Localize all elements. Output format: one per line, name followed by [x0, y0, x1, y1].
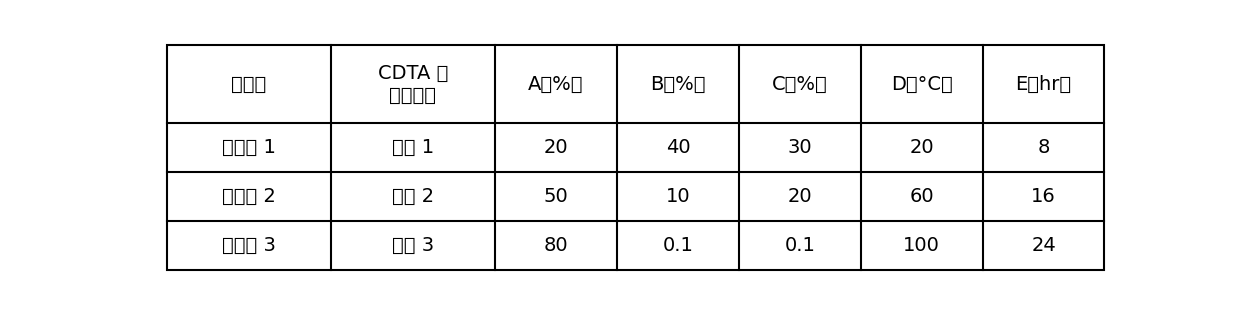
Text: 40: 40 — [666, 138, 691, 157]
Text: A（%）: A（%） — [528, 75, 584, 94]
Text: 实施例 2: 实施例 2 — [222, 187, 275, 206]
Text: 20: 20 — [543, 138, 568, 157]
Text: 10: 10 — [666, 187, 691, 206]
Text: 厂商 1: 厂商 1 — [392, 138, 434, 157]
Text: 50: 50 — [543, 187, 568, 206]
Text: 24: 24 — [1032, 236, 1056, 255]
Text: 0.1: 0.1 — [785, 236, 815, 255]
Text: C（%）: C（%） — [771, 75, 827, 94]
Text: 厂商 2: 厂商 2 — [392, 187, 434, 206]
Text: 60: 60 — [909, 187, 934, 206]
Text: 16: 16 — [1032, 187, 1056, 206]
Text: 厂商 3: 厂商 3 — [392, 236, 434, 255]
Text: B（%）: B（%） — [650, 75, 706, 94]
Text: 20: 20 — [787, 187, 812, 206]
Text: 实施例 3: 实施例 3 — [222, 236, 275, 255]
Text: CDTA 原
材料厂商: CDTA 原 材料厂商 — [378, 63, 448, 104]
Text: 30: 30 — [787, 138, 812, 157]
Text: 0.1: 0.1 — [662, 236, 693, 255]
Text: E（hr）: E（hr） — [1016, 75, 1071, 94]
Text: 100: 100 — [903, 236, 940, 255]
Text: 80: 80 — [543, 236, 568, 255]
Text: 8: 8 — [1038, 138, 1050, 157]
Text: 实施例 1: 实施例 1 — [222, 138, 275, 157]
Text: D（°C）: D（°C） — [890, 75, 952, 94]
Text: 实施例: 实施例 — [231, 75, 267, 94]
Text: 20: 20 — [909, 138, 934, 157]
